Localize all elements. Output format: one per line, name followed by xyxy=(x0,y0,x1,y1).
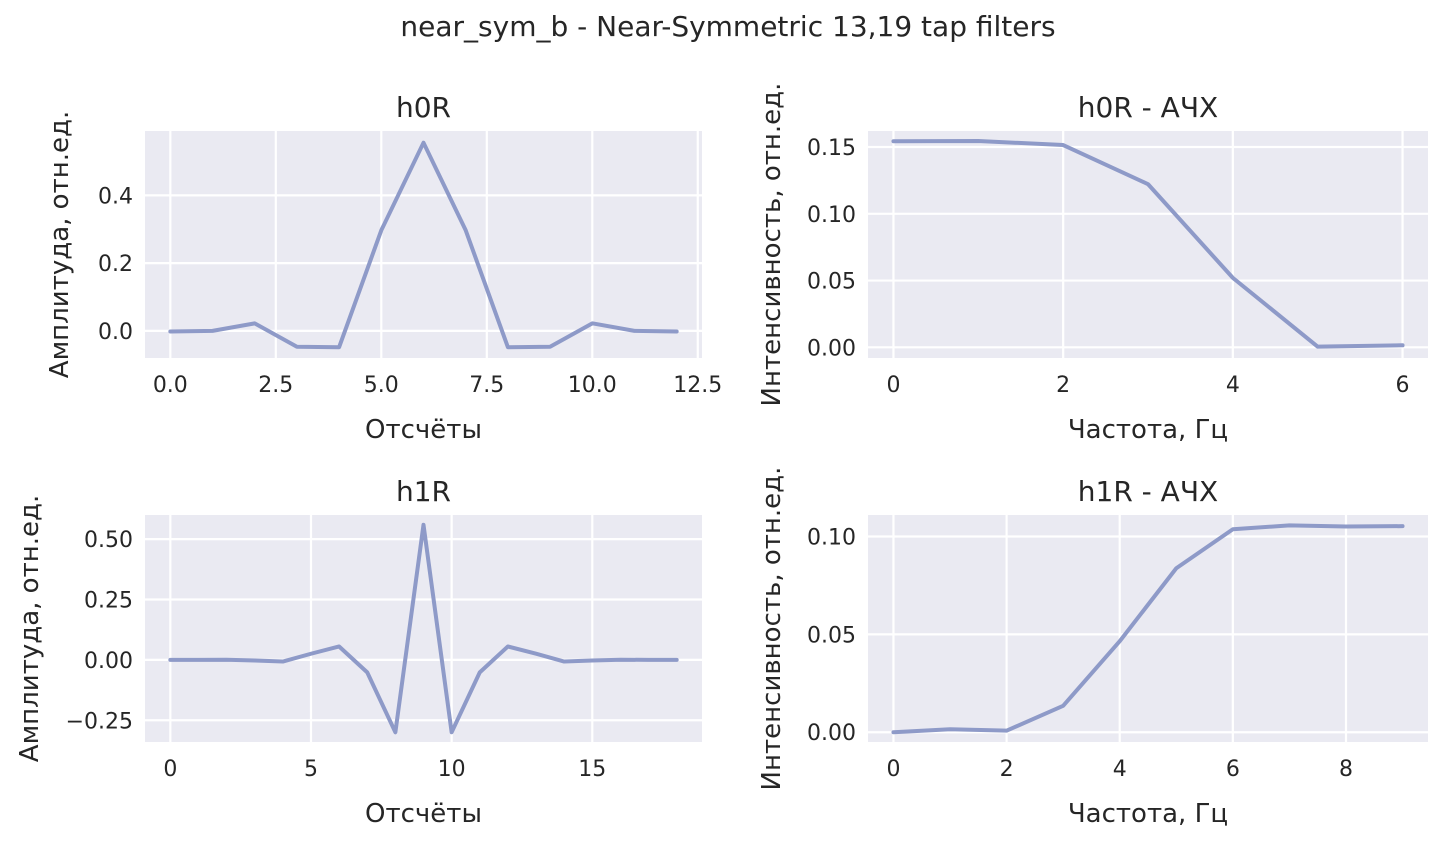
h1r-y-axis-label: Амплитуда, отн.ед. xyxy=(15,495,45,762)
h1r-subplot: 0 5 10 15 −0.25 0.00 0.25 0.50 h1R Отсчёты Амплиту… xyxy=(15,475,702,829)
h0r-x-tick-label: 2.5 xyxy=(258,373,293,398)
h1r-x-tick-label: 15 xyxy=(578,757,606,782)
h1r-achx-series-line xyxy=(891,523,1405,735)
h1r-title: h1R xyxy=(396,475,451,508)
h1r-achx-x-tick-label: 6 xyxy=(1226,757,1240,782)
h0r-x-tick-label: 0.0 xyxy=(153,373,188,398)
h1r-plot-area xyxy=(145,515,702,742)
h0r-achx-x-axis-label: Частота, Гц xyxy=(1068,415,1228,445)
h1r-achx-x-tick-label: 2 xyxy=(1000,757,1014,782)
h0r-x-tick-label: 10.0 xyxy=(568,373,617,398)
h0r-achx-y-tick-label: 0.05 xyxy=(807,270,856,295)
h1r-y-tick-label: 0.00 xyxy=(84,649,133,674)
h1r-achx-y-tick-label: 0.00 xyxy=(807,721,856,746)
h0r-title: h0R xyxy=(396,91,451,124)
h1r-y-tick-label: 0.50 xyxy=(84,528,133,553)
h1r-y-tick-label: −0.25 xyxy=(66,709,133,734)
h0r-achx-x-tick-label: 2 xyxy=(1056,373,1070,398)
h0r-achx-x-tick-label: 6 xyxy=(1396,373,1410,398)
h0r-y-tick-label: 0.4 xyxy=(98,184,133,209)
h0r-achx-x-tick-label: 4 xyxy=(1226,373,1240,398)
h0r-achx-y-axis-label: Интенсивность, отн.ед. xyxy=(757,83,787,407)
h0r-plot-area xyxy=(145,131,702,358)
h1r-achx-x-tick-label: 4 xyxy=(1113,757,1127,782)
h1r-achx-plot-area xyxy=(868,515,1428,742)
h0r-x-axis-label: Отсчёты xyxy=(365,415,482,445)
h0r-y-tick-label: 0.0 xyxy=(98,320,133,345)
h0r-y-axis-label: Амплитуда, отн.ед. xyxy=(45,111,75,378)
h1r-achx-title: h1R - АЧХ xyxy=(1078,475,1218,508)
h1r-y-tick-label: 0.25 xyxy=(84,589,133,614)
h0r-x-tick-label: 5.0 xyxy=(364,373,399,398)
h1r-x-tick-label: 5 xyxy=(304,757,318,782)
h0r-series-line xyxy=(168,140,679,350)
h1r-x-tick-label: 0 xyxy=(163,757,177,782)
h1r-achx-subplot: 0 2 4 6 8 0.00 0.05 0.10 h1R - АЧХ Частота, Гц Инт… xyxy=(757,467,1428,829)
h0r-achx-title: h0R - АЧХ xyxy=(1078,91,1218,124)
h1r-achx-y-tick-label: 0.10 xyxy=(807,526,856,551)
h1r-series-line xyxy=(168,522,679,735)
h0r-achx-y-tick-label: 0.15 xyxy=(807,136,856,161)
h0r-y-tick-label: 0.2 xyxy=(98,252,133,277)
h1r-x-tick-label: 10 xyxy=(438,757,466,782)
h0r-achx-y-tick-label: 0.00 xyxy=(807,336,856,361)
figure-suptitle: near_sym_b - Near-Symmetric 13,19 tap fi… xyxy=(400,10,1056,43)
h1r-x-axis-label: Отсчёты xyxy=(365,799,482,829)
h0r-subplot: 0.0 2.5 5.0 7.5 10.0 12.5 0.0 0.2 0.4 h0R Отсчёты А… xyxy=(45,91,722,445)
h0r-achx-plot-area xyxy=(868,131,1428,358)
h0r-achx-y-tick-label: 0.10 xyxy=(807,203,856,228)
h0r-achx-series-line xyxy=(891,139,1405,349)
h1r-achx-y-axis-label: Интенсивность, отн.ед. xyxy=(757,467,787,791)
h1r-achx-x-tick-label: 8 xyxy=(1339,757,1353,782)
h0r-x-tick-label: 12.5 xyxy=(673,373,722,398)
h1r-achx-x-axis-label: Частота, Гц xyxy=(1068,799,1228,829)
h1r-achx-y-tick-label: 0.05 xyxy=(807,623,856,648)
h0r-achx-subplot: 0 2 4 6 0.00 0.05 0.10 0.15 h0R - АЧХ Частота, Гц… xyxy=(757,83,1428,445)
h0r-achx-x-tick-label: 0 xyxy=(886,373,900,398)
h1r-achx-x-tick-label: 0 xyxy=(886,757,900,782)
h0r-x-tick-label: 7.5 xyxy=(469,373,504,398)
